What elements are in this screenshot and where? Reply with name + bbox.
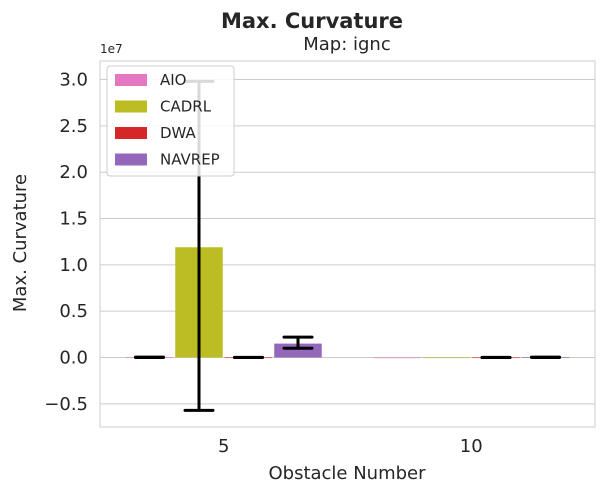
y-tick-label: 2.0 [59, 162, 88, 183]
y-tick-labels: −0.5 0.0 0.5 1.0 1.5 2.0 2.5 3.0 [44, 70, 88, 415]
x-tick-label: 5 [218, 436, 229, 457]
legend-swatch-dwa [115, 127, 147, 139]
legend-label-dwa: DWA [160, 124, 197, 142]
x-axis-label: Obstacle Number [268, 463, 426, 484]
y-offset-label: 1e7 [100, 42, 123, 56]
y-tick-label: 2.5 [59, 116, 88, 137]
y-tick-label: 0.5 [59, 301, 88, 322]
plot-frame [99, 60, 596, 428]
legend: AIO CADRL DWA NAVREP [106, 65, 235, 177]
bar-aio-10 [373, 357, 421, 359]
chart-subtitle: Map: ignc [303, 34, 391, 55]
y-tick-label: 1.5 [59, 209, 88, 230]
legend-box [106, 65, 235, 177]
legend-swatch-cadrl [115, 100, 147, 113]
y-axis-label: Max. Curvature [10, 174, 31, 312]
x-tick-labels: 5 10 [218, 436, 483, 457]
legend-label-aio: AIO [160, 71, 187, 89]
y-tick-label: 1.0 [59, 255, 88, 276]
bars [125, 247, 570, 359]
y-tick-label: 3.0 [59, 70, 88, 91]
error-bar-navrep-5 [282, 335, 314, 350]
legend-swatch-aio [115, 74, 147, 86]
chart-title: Max. Curvature [221, 9, 403, 33]
error-bars [134, 79, 561, 412]
legend-swatch-navrep [115, 153, 147, 166]
y-tick-label: −0.5 [44, 394, 88, 415]
y-tick-label: 0.0 [59, 348, 88, 369]
x-tick-label: 10 [460, 436, 483, 457]
bar-cadrl-10 [422, 357, 471, 359]
legend-label-cadrl: CADRL [160, 98, 212, 116]
legend-label-navrep: NAVREP [160, 151, 220, 169]
